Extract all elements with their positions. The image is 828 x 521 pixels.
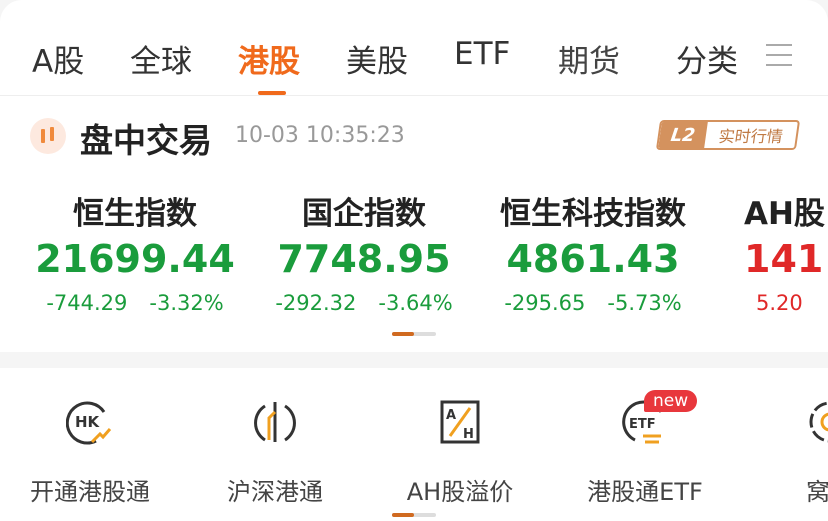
index-change: -744.29: [46, 291, 128, 315]
tab-global[interactable]: 全球: [130, 44, 192, 80]
new-badge: new: [644, 390, 698, 412]
entry-hk-connect-etf[interactable]: ETF 港股通ETF: [555, 398, 735, 507]
index-name: AH股: [744, 196, 825, 232]
svg-text:ETF: ETF: [629, 417, 656, 432]
tab-a-shares[interactable]: A股: [32, 44, 85, 80]
tab-futures[interactable]: 期货: [558, 44, 620, 80]
index-name: 恒生指数: [73, 196, 197, 232]
entry-sh-sz-hk-connect[interactable]: 沪深港通: [185, 398, 365, 507]
tab-us[interactable]: 美股: [346, 44, 408, 80]
market-card: A股 全球 港股 美股 ETF 期货 分类 盘中交易 10-03 10:35:2…: [0, 0, 828, 336]
index-card[interactable]: AH股 141 5.20: [744, 188, 828, 315]
session-title: 盘中交易: [80, 121, 212, 160]
entry-label: AH股溢价: [406, 478, 514, 506]
tab-hk[interactable]: 港股: [238, 44, 300, 80]
svg-text:HK: HK: [75, 413, 101, 431]
buildings-icon: [254, 402, 296, 442]
index-value: 141: [744, 237, 824, 281]
svg-text:H: H: [463, 427, 474, 442]
index-change: 5.20: [756, 291, 803, 315]
index-pager: [392, 332, 436, 336]
entry-label: 窝轮: [806, 478, 828, 506]
entry-label: 开通港股通: [30, 478, 150, 506]
entry-grid: HK 开通港股通 沪深港通 AH AH股溢价 ETF 港股通ETF 窝轮: [0, 368, 828, 521]
tab-etf[interactable]: ETF: [454, 36, 511, 72]
index-pct: -5.73%: [607, 291, 682, 315]
index-change: -292.32: [275, 291, 357, 315]
candlestick-icon: [30, 118, 66, 154]
session-time: 10-03 10:35:23: [235, 123, 405, 148]
index-change: -295.65: [504, 291, 586, 315]
svg-text:A: A: [446, 408, 456, 423]
index-card[interactable]: 国企指数 7748.95 -292.32 -3.64%: [249, 188, 479, 315]
index-name: 恒生科技指数: [500, 196, 686, 232]
ah-premium-icon: AH: [440, 400, 480, 444]
index-value: 4861.43: [506, 237, 680, 281]
index-name: 国企指数: [302, 196, 426, 232]
session-header: 盘中交易 10-03 10:35:23 L2 实时行情: [30, 112, 801, 162]
menu-icon[interactable]: [766, 44, 792, 74]
index-card[interactable]: 恒生科技指数 4861.43 -295.65 -5.73%: [478, 188, 708, 315]
index-card[interactable]: 恒生指数 21699.44 -744.29 -3.32%: [20, 188, 250, 315]
etf-exchange-icon: ETF: [622, 400, 663, 444]
entry-open-hk-connect[interactable]: HK 开通港股通: [0, 398, 180, 507]
entry-pager: [392, 513, 436, 517]
entry-label: 沪深港通: [227, 478, 323, 506]
market-tabs: A股 全球 港股 美股 ETF 期货 分类: [0, 0, 828, 96]
l2-realtime-badge[interactable]: L2 实时行情: [655, 120, 801, 150]
l2-label: L2: [658, 122, 708, 148]
hk-trend-icon: HK: [65, 401, 112, 445]
index-pct: -3.32%: [149, 291, 224, 315]
index-pct: -3.64%: [378, 291, 453, 315]
active-tab-indicator: [258, 91, 286, 95]
warrant-icon: [809, 401, 828, 443]
realtime-label: 实时行情: [717, 127, 785, 146]
entry-label: 港股通ETF: [587, 478, 703, 506]
index-value: 7748.95: [277, 237, 451, 281]
tab-categories[interactable]: 分类: [676, 44, 738, 80]
index-value: 21699.44: [35, 237, 235, 281]
entry-warrants[interactable]: 窝轮: [740, 398, 828, 507]
